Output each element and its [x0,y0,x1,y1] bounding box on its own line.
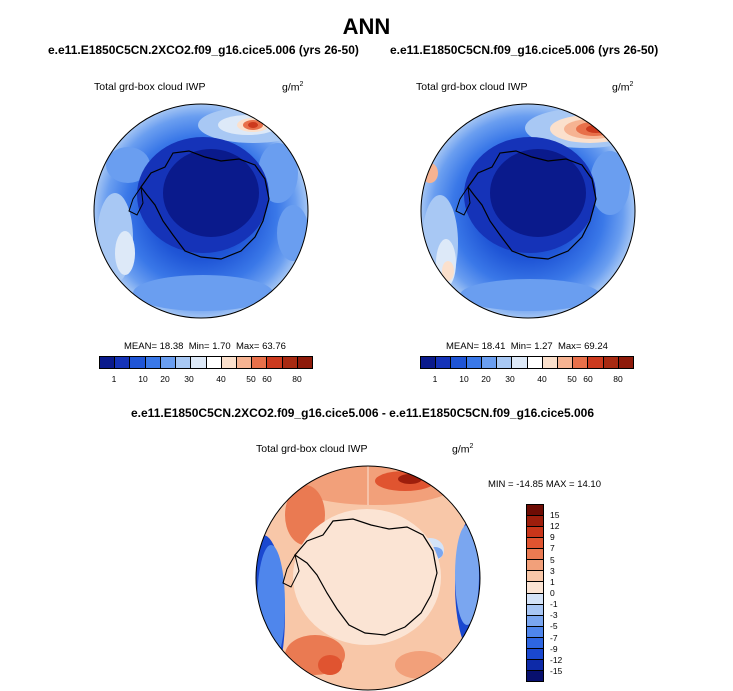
panel2-variable-label: Total grd-box cloud IWP [416,81,528,93]
colorbar-swatch [252,357,268,368]
colorbar-tick-label: -7 [550,633,558,643]
colorbar-swatch [436,357,452,368]
panel1-variable-label: Total grd-box cloud IWP [94,81,206,93]
colorbar-tick-label: 60 [583,374,593,384]
diff-colorbar-labels: 15 12 9 7 5 3 1 0 -1 -3 -5 -7 -9 -12 -15 [550,504,580,682]
colorbar-swatch [527,593,543,605]
colorbar-tick-label: 1 [550,577,555,587]
panel1-colorbar-ticks: 1 10 20 30 40 50 60 80 [99,374,313,388]
colorbar-tick-label: 20 [481,374,491,384]
colorbar-tick-label: 40 [537,374,547,384]
colorbar-swatch [481,357,498,368]
colorbar-swatch [527,549,543,561]
panel2-case-title: e.e11.E1850C5CN.f09_g16.cice5.006 (yrs 2… [390,43,659,57]
colorbar-swatch [573,357,589,368]
colorbar-swatch [557,357,574,368]
colorbar-tick-label: 3 [550,566,555,576]
colorbar-swatch [527,527,543,539]
colorbar-swatch [603,357,619,368]
colorbar-tick-label: 10 [459,374,469,384]
colorbar-tick-label: 50 [567,374,577,384]
colorbar-swatch [527,505,543,517]
colorbar-swatch [191,357,207,368]
colorbar-swatch [221,357,237,368]
panel1-units-label: g/m2 [282,81,304,94]
colorbar-tick-label: 15 [550,510,560,520]
colorbar-swatch [542,357,558,368]
colorbar-swatch [588,357,604,368]
colorbar-tick-label: 1 [111,374,117,384]
panel2-colorbar [420,356,634,369]
diff-map [255,465,481,691]
colorbar-tick-label: 50 [246,374,256,384]
panel2-colorbar-ticks: 1 10 20 30 40 50 60 80 [420,374,634,388]
colorbar-swatch [512,357,528,368]
colorbar-tick-label: 0 [550,588,555,598]
colorbar-tick-label: 7 [550,543,555,553]
colorbar-tick-label: -3 [550,610,558,620]
colorbar-swatch [527,538,543,550]
colorbar-swatch [130,357,146,368]
diff-colorbar [526,504,544,682]
colorbar-swatch [282,357,298,368]
colorbar-tick-label: 9 [550,532,555,542]
colorbar-swatch [527,571,543,583]
colorbar-swatch [451,357,467,368]
colorbar-swatch [527,357,543,368]
colorbar-swatch [466,357,482,368]
colorbar-swatch [297,357,313,368]
colorbar-tick-label: 1 [432,374,438,384]
colorbar-tick-label: 60 [262,374,272,384]
colorbar-tick-label: 20 [160,374,170,384]
colorbar-tick-label: 80 [613,374,623,384]
colorbar-tick-label: 30 [505,374,515,384]
colorbar-tick-label: -15 [550,666,563,676]
colorbar-tick-label: 30 [184,374,194,384]
colorbar-swatch [100,357,116,368]
colorbar-tick-label: -1 [550,599,558,609]
colorbar-swatch [527,637,543,649]
colorbar-swatch [160,357,177,368]
colorbar-swatch [527,560,543,572]
colorbar-swatch [527,516,543,528]
panel1-map [93,103,309,319]
colorbar-swatch [527,615,543,627]
colorbar-swatch [497,357,513,368]
colorbar-swatch [145,357,161,368]
colorbar-tick-label: 80 [292,374,302,384]
colorbar-swatch [527,582,543,594]
colorbar-swatch [527,659,543,671]
colorbar-tick-label: 10 [138,374,148,384]
colorbar-swatch [527,626,543,638]
colorbar-swatch [115,357,131,368]
panel1-colorbar [99,356,313,369]
colorbar-swatch [527,648,543,660]
colorbar-swatch [527,670,543,681]
colorbar-tick-label: 5 [550,555,555,565]
colorbar-tick-label: -12 [550,655,563,665]
colorbar-swatch [618,357,634,368]
colorbar-tick-label: -9 [550,644,558,654]
colorbar-swatch [206,357,222,368]
panel1-stats: MEAN= 18.38 Min= 1.70 Max= 63.76 [124,341,286,352]
panel1-case-title: e.e11.E1850C5CN.2XCO2.f09_g16.cice5.006 … [48,43,359,57]
diff-variable-label: Total grd-box cloud IWP [256,443,368,455]
colorbar-swatch [236,357,253,368]
colorbar-swatch [421,357,437,368]
diff-case-title: e.e11.E1850C5CN.2XCO2.f09_g16.cice5.006 … [131,406,594,420]
colorbar-tick-label: 12 [550,521,560,531]
panel2-map [420,103,636,319]
colorbar-tick-label: -5 [550,621,558,631]
colorbar-tick-label: 40 [216,374,226,384]
colorbar-swatch [176,357,192,368]
diff-minmax-label: MIN = -14.85 MAX = 14.10 [488,479,602,490]
colorbar-swatch [267,357,283,368]
panel2-stats: MEAN= 18.41 Min= 1.27 Max= 69.24 [446,341,608,352]
page-title: ANN [342,14,391,39]
colorbar-swatch [527,604,543,616]
panel2-units-label: g/m2 [612,81,634,94]
diff-units-label: g/m2 [452,443,474,456]
